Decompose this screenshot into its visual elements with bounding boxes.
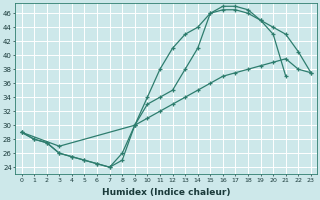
X-axis label: Humidex (Indice chaleur): Humidex (Indice chaleur): [102, 188, 230, 197]
